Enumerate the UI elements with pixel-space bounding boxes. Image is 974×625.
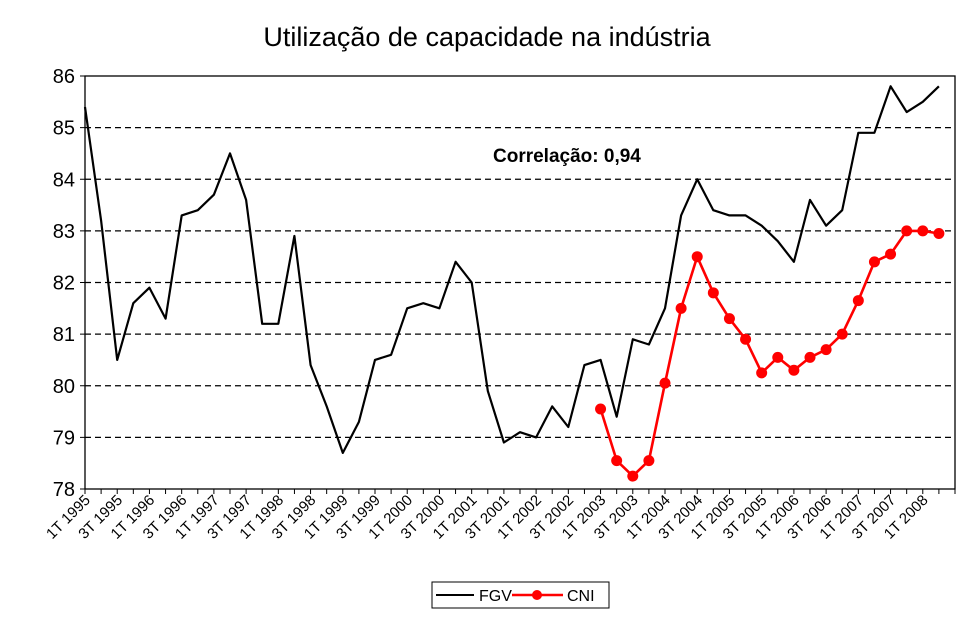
data-point-cni xyxy=(595,403,607,415)
correlation-annotation: Correlação: 0,94 xyxy=(493,146,641,167)
data-point-cni xyxy=(901,225,913,237)
y-tick-label: 81 xyxy=(53,324,75,346)
data-point-cni xyxy=(691,251,703,263)
data-point-cni xyxy=(788,364,800,376)
data-point-cni xyxy=(933,227,945,239)
legend: FGV CNI xyxy=(431,581,610,609)
data-point-cni xyxy=(740,333,752,345)
y-tick-label: 82 xyxy=(53,273,75,295)
legend-cni-marker xyxy=(532,590,542,600)
series-line-fgv xyxy=(83,85,940,454)
data-point-cni xyxy=(885,248,897,260)
data-point-cni xyxy=(917,225,929,237)
legend-cni-label: CNI xyxy=(567,588,595,605)
data-point-cni xyxy=(852,295,864,307)
y-tick-label: 86 xyxy=(53,66,75,88)
y-tick-label: 85 xyxy=(53,118,75,140)
y-tick-label: 79 xyxy=(53,427,75,449)
data-point-cni xyxy=(756,367,768,379)
data-point-cni xyxy=(675,302,687,314)
data-point-cni xyxy=(723,313,735,325)
y-tick-label: 78 xyxy=(53,479,75,501)
y-tick-label: 84 xyxy=(53,169,75,191)
data-point-cni xyxy=(836,328,848,340)
y-axis-ticks: 78 79 80 81 82 83 84 85 86 xyxy=(53,66,85,501)
data-point-cni xyxy=(772,351,784,363)
data-point-cni xyxy=(868,256,880,268)
data-point-cni xyxy=(627,470,639,482)
chart-title: Utilização de capacidade na indústria xyxy=(263,22,711,52)
data-point-cni xyxy=(611,455,623,467)
plot-frame xyxy=(84,75,956,490)
data-point-cni xyxy=(659,377,671,389)
series-line-cni xyxy=(599,229,940,478)
data-point-cni xyxy=(820,344,832,356)
series-lines xyxy=(83,85,945,482)
y-tick-label: 80 xyxy=(53,376,75,398)
legend-fgv-label: FGV xyxy=(479,588,512,605)
data-point-cni xyxy=(707,287,719,299)
data-point-cni xyxy=(643,455,655,467)
y-tick-label: 83 xyxy=(53,221,75,243)
grid-lines xyxy=(85,126,955,439)
data-point-cni xyxy=(804,351,816,363)
